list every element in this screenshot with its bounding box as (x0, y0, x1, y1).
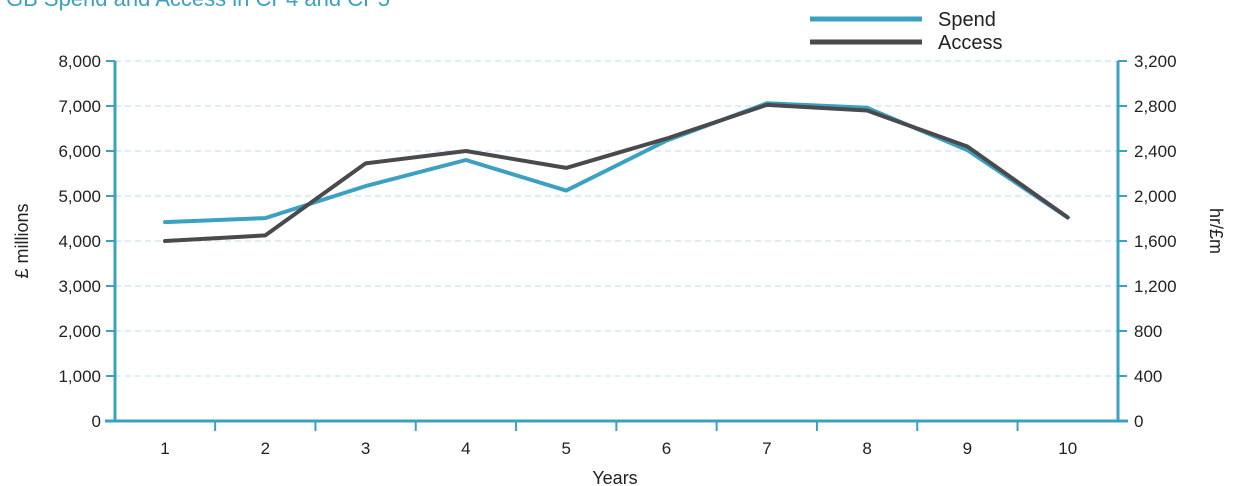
right-tick-label: 1,200 (1134, 277, 1177, 296)
x-tick-label: 10 (1058, 439, 1077, 458)
right-tick-label: 2,000 (1134, 187, 1177, 206)
x-tick-label: 4 (461, 439, 470, 458)
legend-label-access: Access (938, 32, 1002, 54)
left-y-axis-title: £ millions (12, 203, 32, 278)
right-tick-label: 400 (1134, 367, 1162, 386)
left-y-ticks: 0 1,000 2,000 3,000 4,000 5,000 6,000 7,000 8,00… (58, 52, 115, 431)
left-tick-label: 8,000 (58, 52, 101, 71)
right-tick-label: 1,600 (1134, 232, 1177, 251)
x-tick-label: 8 (862, 439, 871, 458)
series-line-access (163, 102, 1070, 243)
right-tick-label: 2,800 (1134, 97, 1177, 116)
x-tick-label: 3 (361, 439, 370, 458)
left-tick-label: 4,000 (58, 232, 101, 251)
chart-title: GB Spend and Access in CP4 and CP5 (6, 0, 390, 11)
x-tick-label: 2 (261, 439, 270, 458)
grid-lines (115, 60, 1118, 377)
series-layer (163, 101, 1070, 243)
right-tick-label: 800 (1134, 322, 1162, 341)
left-tick-label: 3,000 (58, 277, 101, 296)
left-tick-label: 7,000 (58, 97, 101, 116)
x-ticks: 1 2 3 4 5 6 7 8 9 10 (160, 421, 1077, 458)
right-y-ticks: 0 400 800 1,200 1,600 2,000 2,400 2,800 3,200 (1118, 52, 1177, 431)
x-tick-label: 7 (762, 439, 771, 458)
x-tick-label: 6 (662, 439, 671, 458)
left-tick-label: 0 (92, 412, 101, 431)
right-tick-label: 3,200 (1134, 52, 1177, 71)
left-tick-label: 5,000 (58, 187, 101, 206)
series-line-spend (163, 101, 1070, 225)
left-tick-label: 1,000 (58, 367, 101, 386)
x-tick-label: 5 (561, 439, 570, 458)
left-tick-label: 6,000 (58, 142, 101, 161)
x-axis-title: Years (592, 468, 637, 486)
right-tick-label: 0 (1134, 412, 1143, 431)
legend-label-spend: Spend (938, 9, 996, 31)
x-tick-label: 9 (963, 439, 972, 458)
x-tick-label: 1 (160, 439, 169, 458)
right-y-axis-title: hr/£m (1206, 208, 1226, 254)
legend: Spend Access (810, 9, 1002, 54)
left-tick-label: 2,000 (58, 322, 101, 341)
right-tick-label: 2,400 (1134, 142, 1177, 161)
